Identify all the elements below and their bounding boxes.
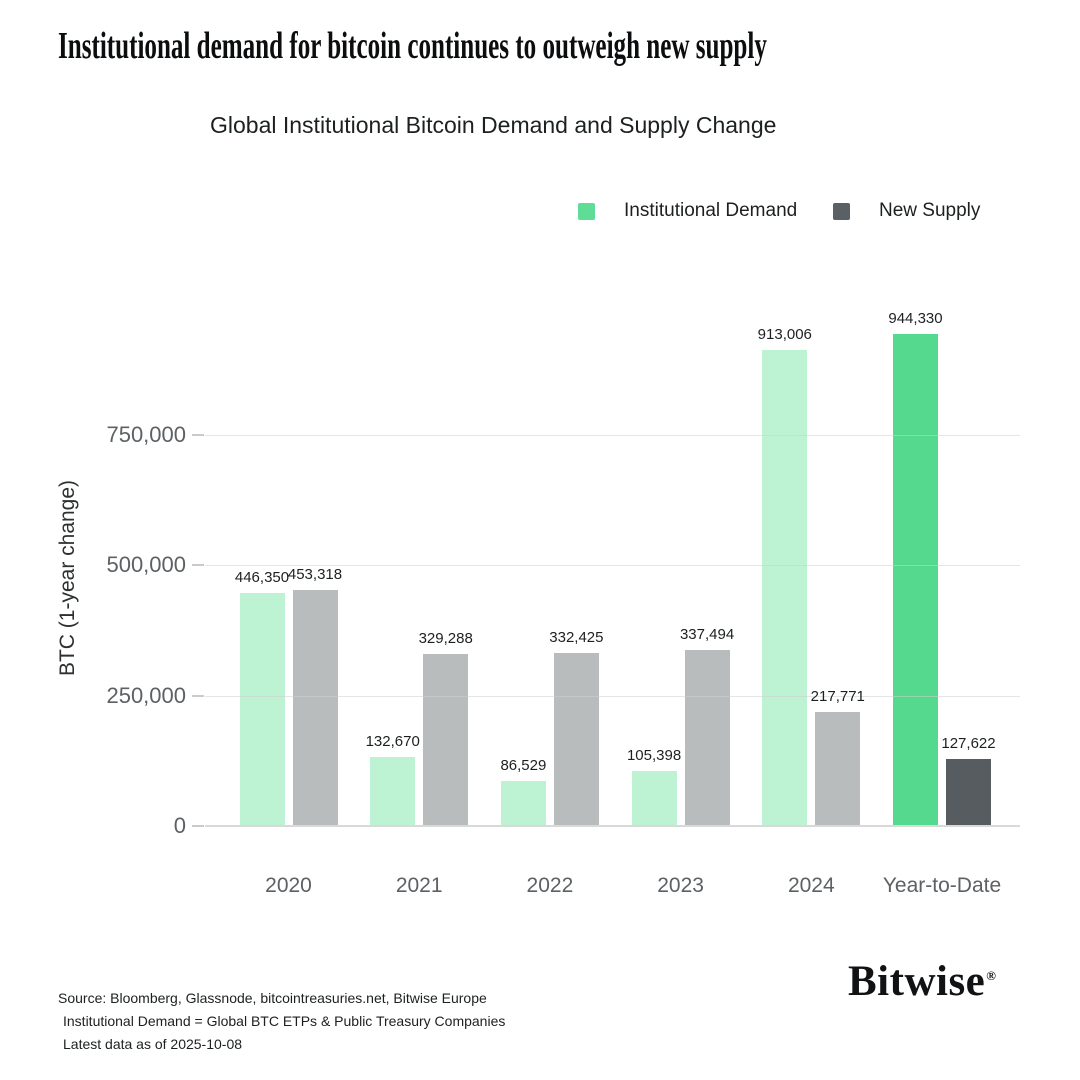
legend-item-institutional-demand: Institutional Demand (578, 200, 797, 222)
bar-new-supply-2021 (423, 654, 469, 826)
bar-new-supply-year-to-date (946, 759, 991, 826)
footnote-definition-line: Institutional Demand = Global BTC ETPs &… (63, 1013, 506, 1029)
gridline-500000 (205, 565, 1020, 566)
legend-item-new-supply: New Supply (833, 200, 980, 222)
source-footnote: Source: Bloomberg, Glassnode, bitcointre… (58, 987, 505, 1056)
registered-trademark-icon: ® (986, 967, 997, 983)
footnote-source-line: Source: Bloomberg, Glassnode, bitcointre… (58, 990, 487, 1006)
bar-new-supply-2022 (553, 653, 599, 826)
y-tick-label-750000: 750,000 (106, 422, 186, 447)
y-tick-mark-250000 (192, 695, 204, 697)
bar-institutional-demand-2023 (631, 771, 677, 826)
gridline-750000 (205, 435, 1020, 436)
x-tick-label-2023: 2023 (657, 874, 704, 897)
value-label-institutional-demand-2021: 132,670 (365, 733, 420, 750)
bitwise-logo-text: Bitwise (848, 958, 986, 1005)
value-label-institutional-demand-2024: 913,006 (757, 326, 812, 343)
x-tick-label-year-to-date: Year-to-Date (882, 874, 1002, 897)
value-label-institutional-demand-year-to-date: 944,330 (888, 310, 943, 327)
value-label-new-supply-2023: 337,494 (679, 626, 735, 643)
bar-institutional-demand-year-to-date (893, 334, 938, 826)
value-label-new-supply-2024: 217,771 (810, 688, 865, 705)
bar-institutional-demand-2021 (370, 757, 416, 826)
legend-swatch-institutional-demand-icon (578, 202, 595, 220)
gridline-250000 (205, 696, 1020, 697)
x-axis-line (205, 825, 1020, 827)
value-label-new-supply-2021: 329,288 (418, 630, 473, 647)
footnote-date-line: Latest data as of 2025-10-08 (63, 1036, 243, 1052)
x-tick-label-2020: 2020 (265, 874, 312, 897)
bar-institutional-demand-2024 (762, 350, 808, 826)
y-axis-title: BTC (1-year change) (56, 479, 79, 677)
chart-subtitle: Global Institutional Bitcoin Demand and … (210, 112, 777, 138)
legend-label-institutional-demand: Institutional Demand (624, 200, 798, 221)
x-tick-label-2024: 2024 (787, 874, 835, 897)
legend-label-new-supply: New Supply (879, 200, 981, 221)
value-label-institutional-demand-2023: 105,398 (626, 747, 682, 764)
x-tick-label-2021: 2021 (395, 874, 443, 897)
value-label-new-supply-year-to-date: 127,622 (941, 735, 996, 752)
bar-new-supply-2023 (684, 650, 730, 826)
y-tick-mark-750000 (192, 434, 204, 436)
y-tick-mark-0 (192, 825, 204, 827)
value-label-institutional-demand-2022: 86,529 (500, 757, 547, 774)
y-tick-label-250000: 250,000 (106, 683, 186, 708)
y-tick-mark-500000 (192, 564, 204, 566)
y-tick-label-0: 0 (173, 813, 186, 838)
page-title: Institutional demand for bitcoin continu… (58, 25, 767, 67)
y-tick-label-500000: 500,000 (106, 552, 186, 577)
bar-new-supply-2020 (292, 590, 338, 826)
bitwise-logo: Bitwise® (848, 957, 997, 1006)
legend-swatch-new-supply-icon (833, 202, 850, 220)
value-label-new-supply-2022: 332,425 (549, 629, 604, 646)
x-tick-label-2022: 2022 (526, 874, 574, 897)
value-label-institutional-demand-2020: 446,350 (234, 569, 290, 586)
bar-new-supply-2024 (815, 712, 861, 826)
bar-institutional-demand-2022 (500, 781, 546, 826)
bar-institutional-demand-2020 (239, 593, 285, 826)
value-label-new-supply-2020: 453,318 (287, 566, 343, 583)
